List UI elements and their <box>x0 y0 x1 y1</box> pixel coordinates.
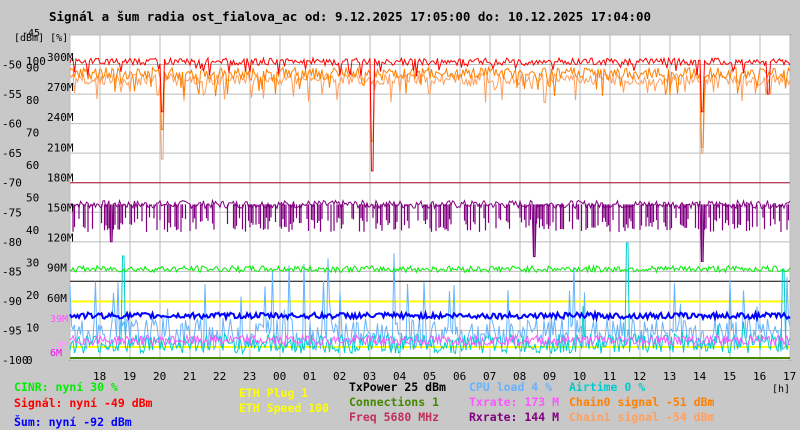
legend: CINR: nyní 30 % Signál: nyní -49 dBm Šum… <box>0 378 800 430</box>
y-dbm-tick: -55 <box>2 88 22 101</box>
y-dbm-tick: -60 <box>2 118 22 131</box>
x-tick: 04 <box>393 370 407 383</box>
series-noise <box>69 309 791 323</box>
x-tick: 06 <box>453 370 466 383</box>
x-tick: 10 <box>573 370 586 383</box>
y-rate-tick: 180M <box>47 171 74 184</box>
y-pct-tick: 20 <box>26 289 39 302</box>
legend-cinr: CINR: nyní 30 % <box>14 380 118 394</box>
series-chain1 <box>69 71 791 160</box>
legend-txrate: Txrate: 173 M <box>469 395 560 409</box>
y-dbm-tick: -75 <box>2 206 22 219</box>
y-pct-tick: 40 <box>26 224 39 237</box>
y-rate-tick: 240M <box>47 111 74 124</box>
x-tick: 20 <box>153 370 166 383</box>
y-rate-tick: 60M <box>47 292 67 305</box>
chart-title: Signál a šum radia ost_fialova_ac od: 9.… <box>48 9 652 24</box>
legend-eth-speed: ETH Speed 100 <box>239 401 330 415</box>
x-tick: 01 <box>303 370 316 383</box>
y-dbm-tick: -45 <box>22 28 40 39</box>
legend-freq: Freq 5680 MHz <box>349 410 440 424</box>
y-pct-tick: 100 <box>26 55 46 68</box>
series-cinr <box>69 263 791 274</box>
series-airtime <box>69 242 791 355</box>
x-tick: 07 <box>483 370 496 383</box>
y-pct-tick: 60 <box>26 159 39 172</box>
series-txrate <box>69 333 790 347</box>
y-pct-tick: 10 <box>26 322 39 335</box>
y-small-tick: 39M <box>50 314 68 325</box>
x-tick: 09 <box>543 370 556 383</box>
x-tick: 17 <box>783 370 796 383</box>
legend-chain0: Chain0 signal -51 dBm <box>569 395 715 409</box>
x-tick: 15 <box>723 370 736 383</box>
y-pct-tick: 30 <box>26 257 39 270</box>
legend-chain1: Chain1 signal -54 dBm <box>569 410 715 424</box>
x-tick: 11 <box>603 370 616 383</box>
x-unit-label: [h] <box>772 384 790 395</box>
x-tick: 05 <box>423 370 436 383</box>
legend-noise: Šum: nyní -92 dBm <box>14 415 132 429</box>
y-dbm-tick: -90 <box>2 295 22 308</box>
y-dbm-tick: -85 <box>2 265 22 278</box>
legend-airtime: Airtime 0 % <box>569 380 646 394</box>
y-pct-tick: 50 <box>26 192 39 205</box>
y-small-tick: 6M <box>50 348 62 359</box>
x-tick: 23 <box>243 370 256 383</box>
y-rate-tick: 300M <box>47 51 74 64</box>
legend-rxrate: Rxrate: 144 M <box>469 410 560 424</box>
y-small-tick: 13M <box>50 340 68 351</box>
y-dbm-tick: -70 <box>2 177 22 190</box>
x-tick: 12 <box>633 370 646 383</box>
x-tick: 21 <box>183 370 196 383</box>
series-chain0 <box>69 65 791 148</box>
x-tick: 19 <box>123 370 136 383</box>
x-tick: 16 <box>753 370 766 383</box>
y-rate-tick: 90M <box>47 262 67 275</box>
x-tick: 22 <box>213 370 226 383</box>
x-tick: 14 <box>693 370 707 383</box>
y-dbm-tick: -95 <box>2 324 22 337</box>
legend-cpu: CPU load 4 % <box>469 380 553 394</box>
x-tick: 18 <box>93 370 106 383</box>
x-tick: 03 <box>363 370 376 383</box>
y-rate-tick: 150M <box>47 202 74 215</box>
y-rate-tick: 120M <box>47 232 74 245</box>
y-dbm-tick: -100 <box>2 354 29 367</box>
units-header: [dBm] [%] <box>14 33 68 44</box>
legend-signal: Signál: nyní -49 dBm <box>14 396 153 410</box>
x-tick: 13 <box>663 370 676 383</box>
y-pct-tick: 90 <box>26 62 39 75</box>
y-rate-tick: 210M <box>47 141 74 154</box>
x-tick: 08 <box>513 370 526 383</box>
x-tick: 00 <box>273 370 286 383</box>
y-dbm-tick: -80 <box>2 236 22 249</box>
x-tick: 02 <box>333 370 346 383</box>
series-signal <box>69 56 791 172</box>
y-rate-tick: 270M <box>47 81 74 94</box>
y-pct-tick: 0 <box>26 354 33 367</box>
y-dbm-tick: -50 <box>2 59 22 72</box>
legend-txpower: TxPower 25 dBm <box>349 380 446 394</box>
y-pct-tick: 70 <box>26 127 39 140</box>
y-dbm-tick: -65 <box>2 147 22 160</box>
legend-connections: Connections 1 <box>349 395 440 409</box>
y-pct-tick: 80 <box>26 94 39 107</box>
legend-eth-plug: ETH Plug 1 <box>239 386 309 400</box>
